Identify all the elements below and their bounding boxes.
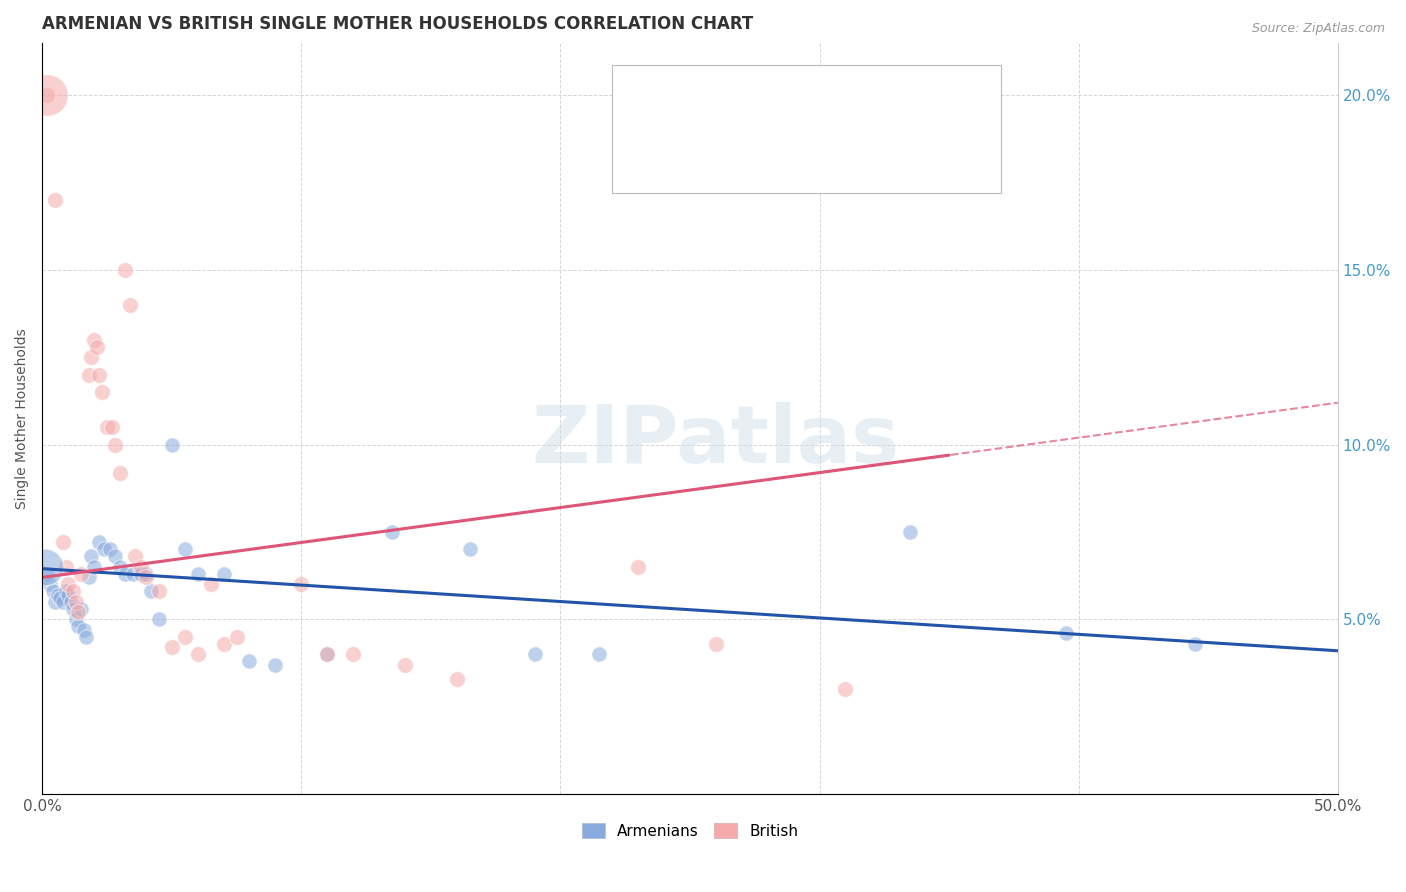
Point [135,570,157,584]
Legend: Armenians, British: Armenians, British [574,815,806,847]
Point [264,657,287,672]
Point [342,647,364,661]
Point [77,368,100,382]
Point [52,595,75,609]
Point [523,647,546,661]
Y-axis label: Single Mother Households: Single Mother Households [15,328,30,508]
Point [34,560,56,574]
Point [39,577,62,591]
Point [44,595,66,609]
Point [588,647,610,661]
Point [62,602,84,616]
Point [135,566,157,581]
Point [70,602,93,616]
Point [394,657,416,672]
Point [86,340,108,354]
Point [108,560,131,574]
Point [212,566,235,581]
Point [55,560,77,574]
Point [160,437,183,451]
Point [80,549,103,564]
Point [122,566,145,581]
Point [458,542,481,557]
Text: ARMENIAN VS BRITISH SINGLE MOTHER HOUSEHOLDS CORRELATION CHART: ARMENIAN VS BRITISH SINGLE MOTHER HOUSEH… [42,15,754,33]
Point [37,88,59,103]
Point [173,542,195,557]
Point [148,584,170,599]
Point [83,333,105,347]
Point [77,570,100,584]
Point [114,566,136,581]
Point [114,263,136,277]
Point [49,591,72,606]
Text: ZIPatlas: ZIPatlas [531,402,900,480]
Point [67,605,90,619]
Point [46,588,69,602]
Point [238,654,260,668]
Point [446,672,468,686]
Point [627,560,650,574]
Point [80,351,103,365]
Point [129,566,152,581]
Point [124,549,146,564]
Point [62,584,84,599]
Point [93,542,115,557]
Point [67,619,90,633]
Point [75,630,97,644]
Text: Source: ZipAtlas.com: Source: ZipAtlas.com [1251,22,1385,36]
Point [52,535,75,549]
Point [98,542,121,557]
Point [187,647,209,661]
Point [834,682,856,697]
Point [41,584,63,599]
Point [160,640,183,655]
Point [65,595,87,609]
Point [200,577,222,591]
Point [89,368,111,382]
Point [72,623,94,637]
Point [290,577,312,591]
Point [44,193,66,207]
Point [148,612,170,626]
Point [1054,626,1077,640]
Point [70,566,93,581]
Point [56,577,79,591]
Point [129,560,152,574]
Point [55,584,77,599]
Point [90,385,112,400]
Point [173,630,195,644]
Point [120,298,142,312]
Point [56,588,79,602]
Point [898,524,921,539]
Point [108,466,131,480]
Point [316,647,339,661]
Point [96,420,118,434]
Point [37,88,59,103]
Point [37,566,59,581]
Point [187,566,209,581]
Point [65,612,87,626]
Point [1184,637,1206,651]
Point [59,595,82,609]
Point [83,560,105,574]
Point [104,549,127,564]
Point [89,535,111,549]
Point [381,524,404,539]
Point [139,584,162,599]
Point [212,637,235,651]
Point [704,637,727,651]
Point [225,630,247,644]
Point [316,647,339,661]
Point [101,420,124,434]
Point [104,437,127,451]
